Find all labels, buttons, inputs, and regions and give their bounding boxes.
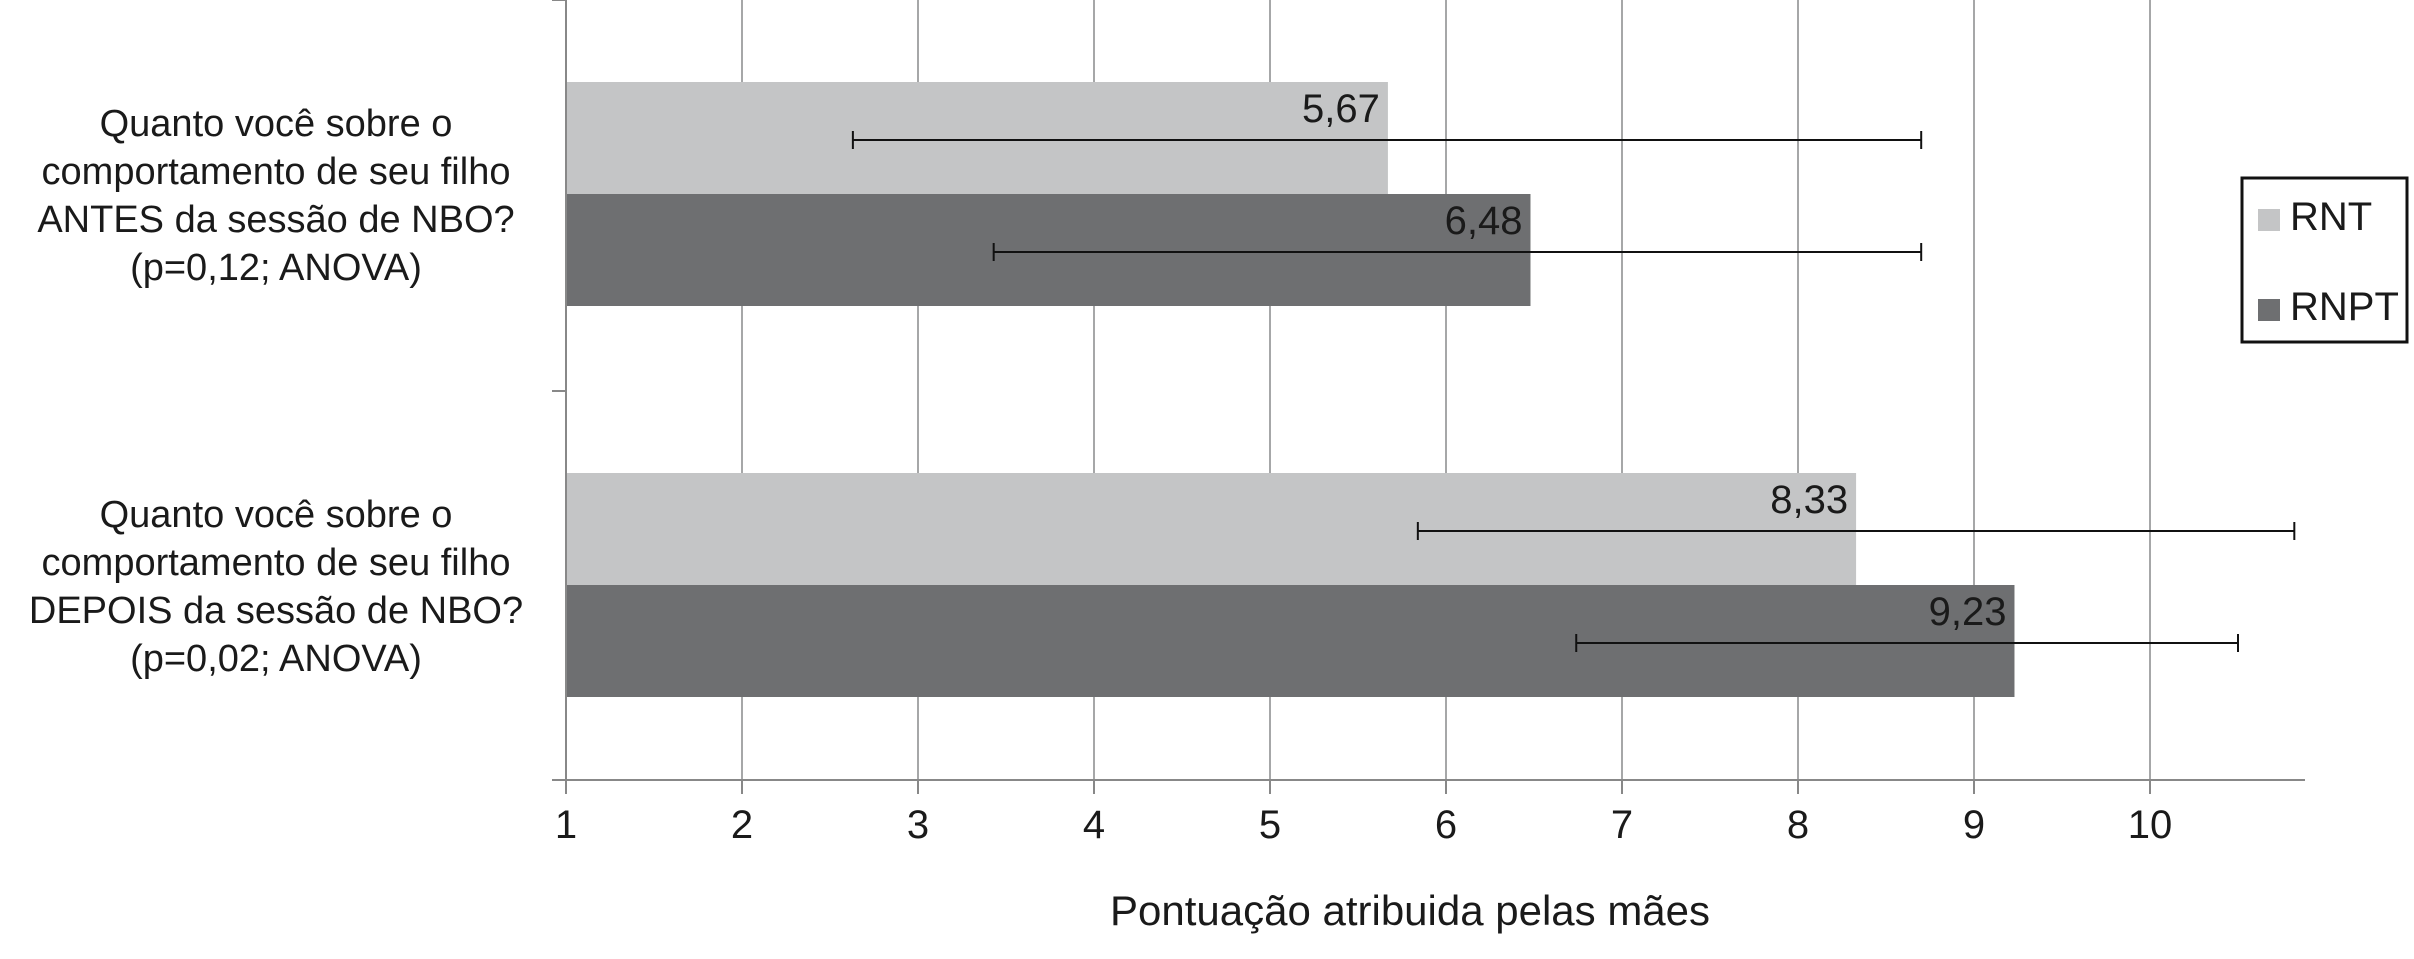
category-label-1-line-3: (p=0,02; ANOVA) xyxy=(130,638,422,680)
legend-box xyxy=(2240,176,2409,344)
category-label-0: Quanto você sobre o comportamento de seu … xyxy=(37,103,514,289)
x-tick-label-9: 9 xyxy=(1963,803,1985,847)
x-tick-label-1: 1 xyxy=(555,803,577,847)
x-tick-label-6: 6 xyxy=(1435,803,1457,847)
x-tick-label-8: 8 xyxy=(1787,803,1809,847)
x-tick-label-7: 7 xyxy=(1611,803,1633,847)
x-tick-label-3: 3 xyxy=(907,803,929,847)
legend-swatch-rnpt xyxy=(2258,299,2280,321)
data-label-rnpt-1: 9,23 xyxy=(1929,590,2007,634)
category-label-0-line-1: comportamento de seu filho xyxy=(42,151,511,193)
x-tick-label-2: 2 xyxy=(731,803,753,847)
category-label-0-line-2: ANTES da sessão de NBO? xyxy=(37,199,514,241)
legend-label-rnpt: RNPT xyxy=(2290,285,2399,329)
x-tick-label-10: 10 xyxy=(2128,803,2173,847)
bar-rnpt-0 xyxy=(566,194,1531,306)
labels: 5,67 6,48 Quanto você sobre o comportamento… xyxy=(29,87,2007,680)
legend-label-rnt: RNT xyxy=(2290,195,2372,239)
legend: RNT RNPT xyxy=(2240,176,2409,344)
category-label-1-line-2: DEPOIS da sessão de NBO? xyxy=(29,590,523,632)
category-label-1: Quanto você sobre o comportamento de seu … xyxy=(29,494,523,680)
data-label-rnt-1: 8,33 xyxy=(1770,478,1848,522)
bar-rnt-0 xyxy=(566,82,1388,194)
data-label-rnt-0: 5,67 xyxy=(1302,87,1380,131)
category-label-0-line-0: Quanto você sobre o xyxy=(100,103,453,145)
bars xyxy=(566,82,2015,697)
legend-swatch-rnt xyxy=(2258,209,2280,231)
x-tick-label-5: 5 xyxy=(1259,803,1281,847)
category-label-0-line-3: (p=0,12; ANOVA) xyxy=(130,247,422,289)
data-label-rnpt-0: 6,48 xyxy=(1445,199,1523,243)
category-label-1-line-0: Quanto você sobre o xyxy=(100,494,453,536)
x-axis-title: Pontuação atribuida pelas mães xyxy=(1110,887,1710,934)
x-tick-label-4: 4 xyxy=(1083,803,1105,847)
axes: 1 2 3 4 5 6 7 8 9 10 xyxy=(552,0,2305,847)
error-bars xyxy=(851,131,2296,652)
bar-rnt-1 xyxy=(566,473,1857,585)
bar-rnpt-1 xyxy=(566,585,2015,697)
category-label-1-line-1: comportamento de seu filho xyxy=(42,542,511,584)
